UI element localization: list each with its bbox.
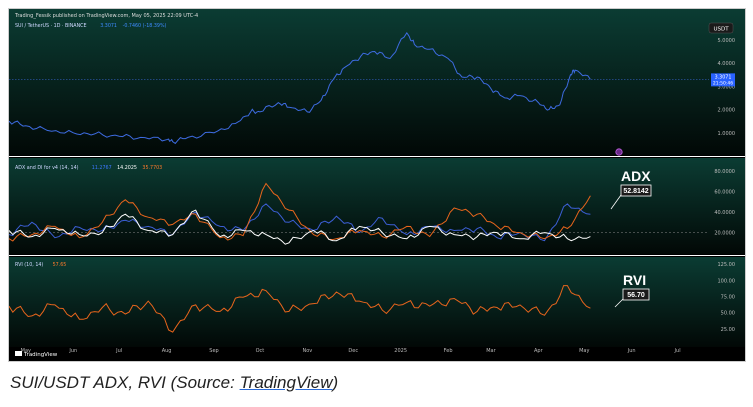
time-axis-tick-label: 2025 xyxy=(394,348,407,354)
chart-canvas: 5.0000 4.0000 3.0000 2.0000 1.0000 SUI / Teth… xyxy=(9,9,745,358)
adx-annotation-pointer xyxy=(610,194,622,210)
time-axis-tick-label: Jun xyxy=(627,348,636,354)
adx-panel-bg xyxy=(9,158,745,254)
time-axis: May Jun Jul Aug Sep Oct Nov Dec 2025 Feb Mar Apr May… xyxy=(21,348,681,354)
rvi-value-box-label: 56.70 xyxy=(627,292,645,299)
caption-source-link[interactable]: TradingView xyxy=(239,373,333,392)
time-axis-tick-label: Oct xyxy=(256,348,265,354)
last-price-badge xyxy=(711,73,735,87)
adx-legend-value: 14.2025 xyxy=(117,165,137,171)
price-panel: 5.0000 4.0000 3.0000 2.0000 1.0000 SUI / Teth… xyxy=(9,23,736,145)
rvi-annotation: RVI xyxy=(623,272,646,288)
price-series-line xyxy=(9,32,591,145)
adx-panel: 80.0000 60.0000 40.0000 20.0000 ADX and DI f… xyxy=(9,165,735,245)
adx-value-box xyxy=(620,184,652,197)
figure-caption: SUI/USDT ADX, RVI (Source: TradingView) xyxy=(10,373,338,393)
time-axis-tick-label: Mar xyxy=(486,348,496,354)
currency-badge[interactable]: USDT xyxy=(713,27,729,33)
time-axis-tick-label: Aug xyxy=(162,348,172,354)
price-tick-label: 5.0000 xyxy=(718,38,736,44)
chart-frame: 5.0000 4.0000 3.0000 2.0000 1.0000 SUI / Teth… xyxy=(8,8,746,362)
adx-series-di-line xyxy=(9,203,591,242)
time-axis-tick-label: May xyxy=(21,348,31,354)
watermark-text: TradingView xyxy=(23,352,58,358)
adx-series-adx-line xyxy=(9,209,591,245)
price-legend-title: SUI / TetherUS · 1D · BINANCE xyxy=(15,23,87,29)
tradingview-logo-icon xyxy=(15,351,22,356)
publisher-line: Trading_Fessik published on TradingView.… xyxy=(14,13,198,19)
price-legend-value: -0.7460 (-18.39%) xyxy=(123,23,167,29)
adx-annotation: ADX xyxy=(621,168,651,184)
rvi-legend-title: RVI (10, 14) xyxy=(15,262,43,268)
price-tick-label: 1.0000 xyxy=(718,131,736,137)
adx-legend-value: 35.7703 xyxy=(142,165,162,171)
price-panel-bg xyxy=(9,9,745,155)
tradingview-watermark: TradingView xyxy=(15,351,58,358)
caption-prefix: SUI/USDT ADX, RVI (Source: xyxy=(10,373,240,392)
time-axis-tick-label: Jul xyxy=(674,348,681,354)
rvi-tick-label: 75.00 xyxy=(721,295,735,301)
adx-legend-value: 11.2767 xyxy=(92,165,112,171)
rvi-tick-label: 100.00 xyxy=(718,278,736,284)
adx-value-box-label: 52.8142 xyxy=(623,188,648,195)
rvi-tick-label: 125.00 xyxy=(718,262,736,268)
rvi-panel: 125.00 100.00 75.00 50.00 25.00 RVI (10, 14) 5… xyxy=(9,262,735,333)
price-tick-label: 4.0000 xyxy=(718,61,736,67)
adx-tick-label: 80.0000 xyxy=(714,169,735,175)
time-axis-tick-label: Dec xyxy=(348,348,358,354)
countdown-label: 21:50:46 xyxy=(713,80,733,86)
currency-badge-bg xyxy=(708,22,734,34)
event-marker-icon[interactable] xyxy=(615,148,623,156)
time-axis-tick-label: Feb xyxy=(444,348,453,354)
rvi-tick-label: 25.00 xyxy=(721,327,735,333)
rvi-series-line xyxy=(9,285,591,333)
rvi-tick-label: 50.00 xyxy=(721,311,735,317)
adx-tick-label: 20.0000 xyxy=(714,231,735,237)
last-price-label: 3.3071 xyxy=(715,74,732,80)
adx-legend-title: ADX and DI for v4 (14, 14) xyxy=(15,165,79,171)
adx-series-di-line xyxy=(9,182,591,242)
time-axis-tick-label: Jul xyxy=(115,348,122,354)
price-tick-label: 3.0000 xyxy=(718,84,736,90)
rvi-panel-bg xyxy=(9,257,745,347)
price-tick-label: 2.0000 xyxy=(718,108,736,114)
time-axis-tick-label: May xyxy=(579,348,589,354)
rvi-legend-value: 57.65 xyxy=(53,262,67,268)
adx-tick-label: 40.0000 xyxy=(714,210,735,216)
time-axis-tick-label: Apr xyxy=(534,348,544,354)
adx-tick-label: 60.0000 xyxy=(714,190,735,196)
caption-suffix: ) xyxy=(332,373,339,392)
price-legend-value: 3.3071 xyxy=(100,23,117,29)
time-axis-tick-label: Nov xyxy=(302,348,312,354)
rvi-value-box xyxy=(622,288,650,301)
time-axis-tick-label: Sep xyxy=(209,348,218,354)
time-axis-tick-label: Jun xyxy=(68,348,77,354)
rvi-annotation-pointer xyxy=(614,298,624,308)
